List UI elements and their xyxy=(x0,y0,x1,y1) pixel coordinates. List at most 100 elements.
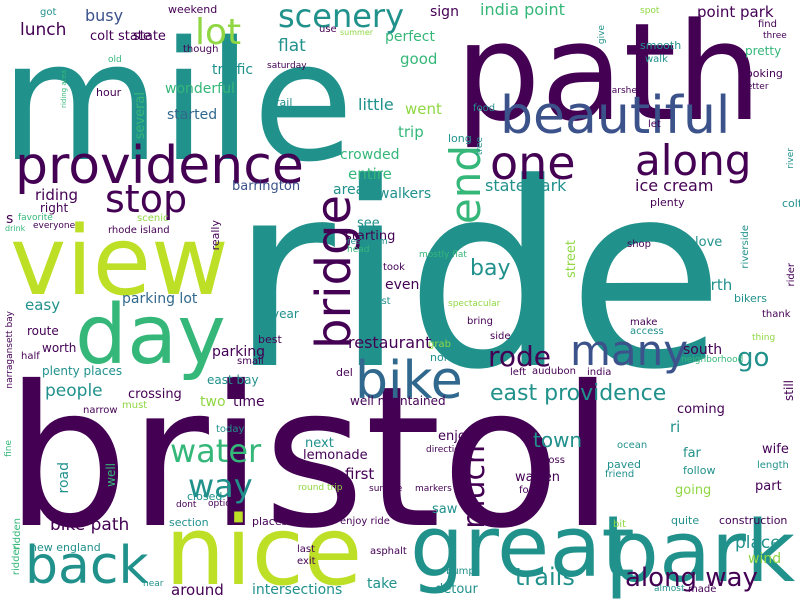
cloud-word-parking-lot: parking lot xyxy=(122,291,198,307)
cloud-word-worth: worth xyxy=(42,341,77,355)
cloud-word-see: see xyxy=(357,216,380,231)
cloud-word-detour: detour xyxy=(435,582,478,597)
cloud-word-little: little xyxy=(358,95,394,114)
cloud-word-made: made xyxy=(688,584,717,595)
cloud-word-mostly-flat: mostly flat xyxy=(419,250,467,260)
cloud-word-though: though xyxy=(183,44,219,55)
cloud-word-fine: fine xyxy=(4,440,14,457)
cloud-word-state-park: state park xyxy=(485,176,567,195)
cloud-word-favorite: favorite xyxy=(18,213,53,223)
cloud-word-way: way xyxy=(188,467,253,505)
cloud-word-round-trip: round trip xyxy=(298,483,343,493)
cloud-word-east-providence: east providence xyxy=(490,381,667,406)
cloud-word-entire: entire xyxy=(348,165,392,183)
cloud-word-wind: wind xyxy=(748,551,782,567)
cloud-word-well: well xyxy=(104,463,118,487)
cloud-word-northern: northern xyxy=(430,351,478,364)
cloud-word-point-park: point park xyxy=(697,3,774,21)
cloud-word-intersections: intersections xyxy=(252,582,343,598)
cloud-word-really: really xyxy=(209,220,222,251)
cloud-word-people: people xyxy=(45,381,103,401)
cloud-word-weekend: weekend xyxy=(168,3,218,16)
cloud-word-south: south xyxy=(683,342,723,358)
cloud-word-stop: stop xyxy=(105,177,188,221)
cloud-word-easy: easy xyxy=(25,296,61,314)
cloud-word-along-way: along way xyxy=(625,563,758,593)
cloud-word-street: street xyxy=(564,240,579,279)
cloud-word-surface: surface xyxy=(369,484,403,494)
cloud-word-state: state xyxy=(133,29,166,44)
cloud-word-many: many xyxy=(570,326,689,375)
cloud-word-bridge: bridge xyxy=(306,195,362,350)
cloud-word-access: access xyxy=(630,326,664,337)
cloud-word-started: started xyxy=(167,107,218,123)
cloud-word-option: option xyxy=(208,499,237,509)
cloud-word-nice: nice xyxy=(165,497,363,600)
cloud-word-small: small xyxy=(237,356,264,367)
cloud-word-much: much xyxy=(457,445,492,529)
cloud-word-bumps: bumps xyxy=(446,566,480,577)
cloud-word-riding: riding xyxy=(35,186,79,204)
cloud-word-s: s xyxy=(6,211,14,227)
cloud-word-restaurant: restaurant xyxy=(348,333,432,352)
cloud-word-perfect: perfect xyxy=(385,29,435,45)
cloud-word-time: time xyxy=(233,394,265,410)
cloud-word-half: half xyxy=(21,351,40,362)
cloud-word-bit: bit xyxy=(613,519,627,530)
cloud-word-colt: colt xyxy=(782,197,800,210)
cloud-word-path: path xyxy=(455,0,762,151)
cloud-word-ocean: ocean xyxy=(617,440,648,451)
cloud-word-east-bay: east bay xyxy=(207,373,259,387)
cloud-word-construction: construction xyxy=(719,514,788,527)
cloud-word-around: around xyxy=(171,581,224,599)
cloud-word-side: side xyxy=(490,331,511,342)
cloud-word-plenty: plenty xyxy=(650,196,685,209)
cloud-word-barrington: barrington xyxy=(232,179,301,194)
cloud-word-mile: mile xyxy=(0,6,354,198)
cloud-word-give: give xyxy=(597,25,607,45)
cloud-word-colt-state: colt state xyxy=(90,29,151,44)
cloud-word-narrow: narrow xyxy=(83,405,118,416)
cloud-word-walk: walk xyxy=(645,54,668,65)
cloud-word-del: del xyxy=(336,366,353,379)
cloud-word-must: must xyxy=(122,400,148,411)
cloud-word-summer: summer xyxy=(340,28,374,37)
cloud-word-near: near xyxy=(143,579,164,589)
cloud-word-next: next xyxy=(305,436,334,451)
cloud-word-coming: coming xyxy=(677,402,725,417)
cloud-word-view: view xyxy=(10,207,229,317)
cloud-word-pretty: pretty xyxy=(745,44,782,58)
cloud-word-everyone: everyone xyxy=(33,221,76,231)
cloud-word-three: three xyxy=(763,31,787,41)
cloud-word-traffic: traffic xyxy=(212,62,254,78)
cloud-word-markers: markers xyxy=(415,484,452,494)
cloud-word-ridden: ridden xyxy=(11,543,22,576)
cloud-word-going: going xyxy=(675,483,712,498)
cloud-word-grab: grab xyxy=(428,339,451,350)
cloud-word-cross: cross xyxy=(539,455,565,466)
cloud-word-head: head xyxy=(347,245,370,255)
cloud-word-bristol: bristol xyxy=(5,344,615,571)
cloud-word-along: along xyxy=(635,136,752,185)
cloud-word-enjoy-ride: enjoy ride xyxy=(340,516,390,527)
cloud-word-thank: thank xyxy=(762,309,791,320)
cloud-word-bike-path: bike path xyxy=(50,515,130,535)
cloud-word-several: several xyxy=(133,92,148,140)
cloud-word-plenty-places: plenty places xyxy=(42,364,123,378)
cloud-word-bay: bay xyxy=(470,256,511,281)
cloud-word-almost: almost xyxy=(654,584,685,594)
cloud-word-bikers: bikers xyxy=(734,292,768,305)
cloud-word-bike: bike xyxy=(355,351,463,411)
cloud-word-one: one xyxy=(490,136,576,190)
cloud-word-riding-area: riding area xyxy=(60,70,68,108)
cloud-word-great: great xyxy=(410,498,635,597)
cloud-word-smooth: smooth xyxy=(640,39,682,52)
cloud-word-let: let xyxy=(648,119,661,130)
cloud-word-restroom: restroom xyxy=(347,237,388,247)
cloud-word-today: today xyxy=(216,424,245,435)
cloud-word-hour: hour xyxy=(96,86,122,99)
cloud-word-ice-cream: ice cream xyxy=(635,176,714,195)
cloud-word-right: right xyxy=(40,201,69,215)
cloud-word-last: last xyxy=(297,544,316,555)
